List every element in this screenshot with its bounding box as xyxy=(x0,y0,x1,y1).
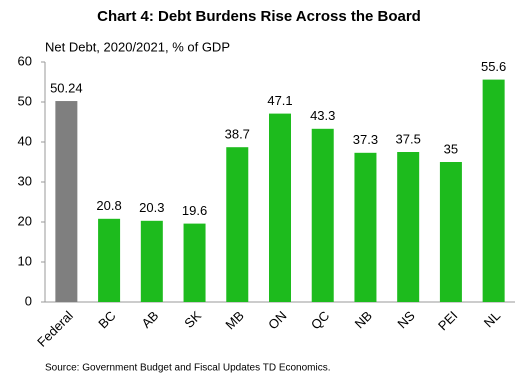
bar xyxy=(55,101,78,302)
value-label: 37.3 xyxy=(353,132,378,147)
value-label: 37.5 xyxy=(396,131,421,146)
value-label: 47.1 xyxy=(267,93,292,108)
x-tick-label: NB xyxy=(352,308,375,331)
source-note: Source: Government Budget and Fiscal Upd… xyxy=(45,363,331,374)
value-label: 35 xyxy=(444,141,458,156)
x-tick-label: AB xyxy=(138,308,161,331)
bar xyxy=(354,152,377,302)
x-tick-label: MB xyxy=(222,308,246,332)
bar xyxy=(98,218,121,302)
y-tick-label: 10 xyxy=(18,253,32,268)
x-tick-label: NL xyxy=(481,308,503,330)
value-label: 43.3 xyxy=(310,108,335,123)
x-tick-label: QC xyxy=(308,308,332,332)
value-label: 38.7 xyxy=(225,127,250,142)
y-tick-label: 40 xyxy=(18,133,32,148)
value-label: 20.8 xyxy=(96,198,121,213)
y-tick-label: 0 xyxy=(25,293,32,308)
x-tick-label: BC xyxy=(95,308,118,331)
value-label: 19.6 xyxy=(182,203,207,218)
value-label: 20.3 xyxy=(139,200,164,215)
bar xyxy=(311,128,334,302)
bar xyxy=(226,147,249,302)
bar xyxy=(183,223,206,302)
value-label: 50.24 xyxy=(50,80,83,95)
y-tick-label: 60 xyxy=(18,53,32,68)
x-tick-label: ON xyxy=(265,308,289,332)
y-tick-label: 50 xyxy=(18,93,32,108)
bar xyxy=(439,162,462,302)
bar xyxy=(140,220,163,302)
bar xyxy=(269,113,291,302)
x-tick-label: Federal xyxy=(34,308,76,350)
x-tick-label: SK xyxy=(181,308,204,331)
bar xyxy=(397,152,420,302)
x-tick-label: NS xyxy=(394,308,418,332)
value-label: 55.6 xyxy=(481,59,506,74)
chart-title: Chart 4: Debt Burdens Rise Across the Bo… xyxy=(97,8,421,25)
y-tick-label: 30 xyxy=(18,173,32,188)
bar xyxy=(482,79,505,302)
x-tick-label: PEI xyxy=(435,308,460,333)
y-tick-label: 20 xyxy=(18,213,32,228)
chart-subtitle: Net Debt, 2020/2021, % of GDP xyxy=(45,39,230,54)
